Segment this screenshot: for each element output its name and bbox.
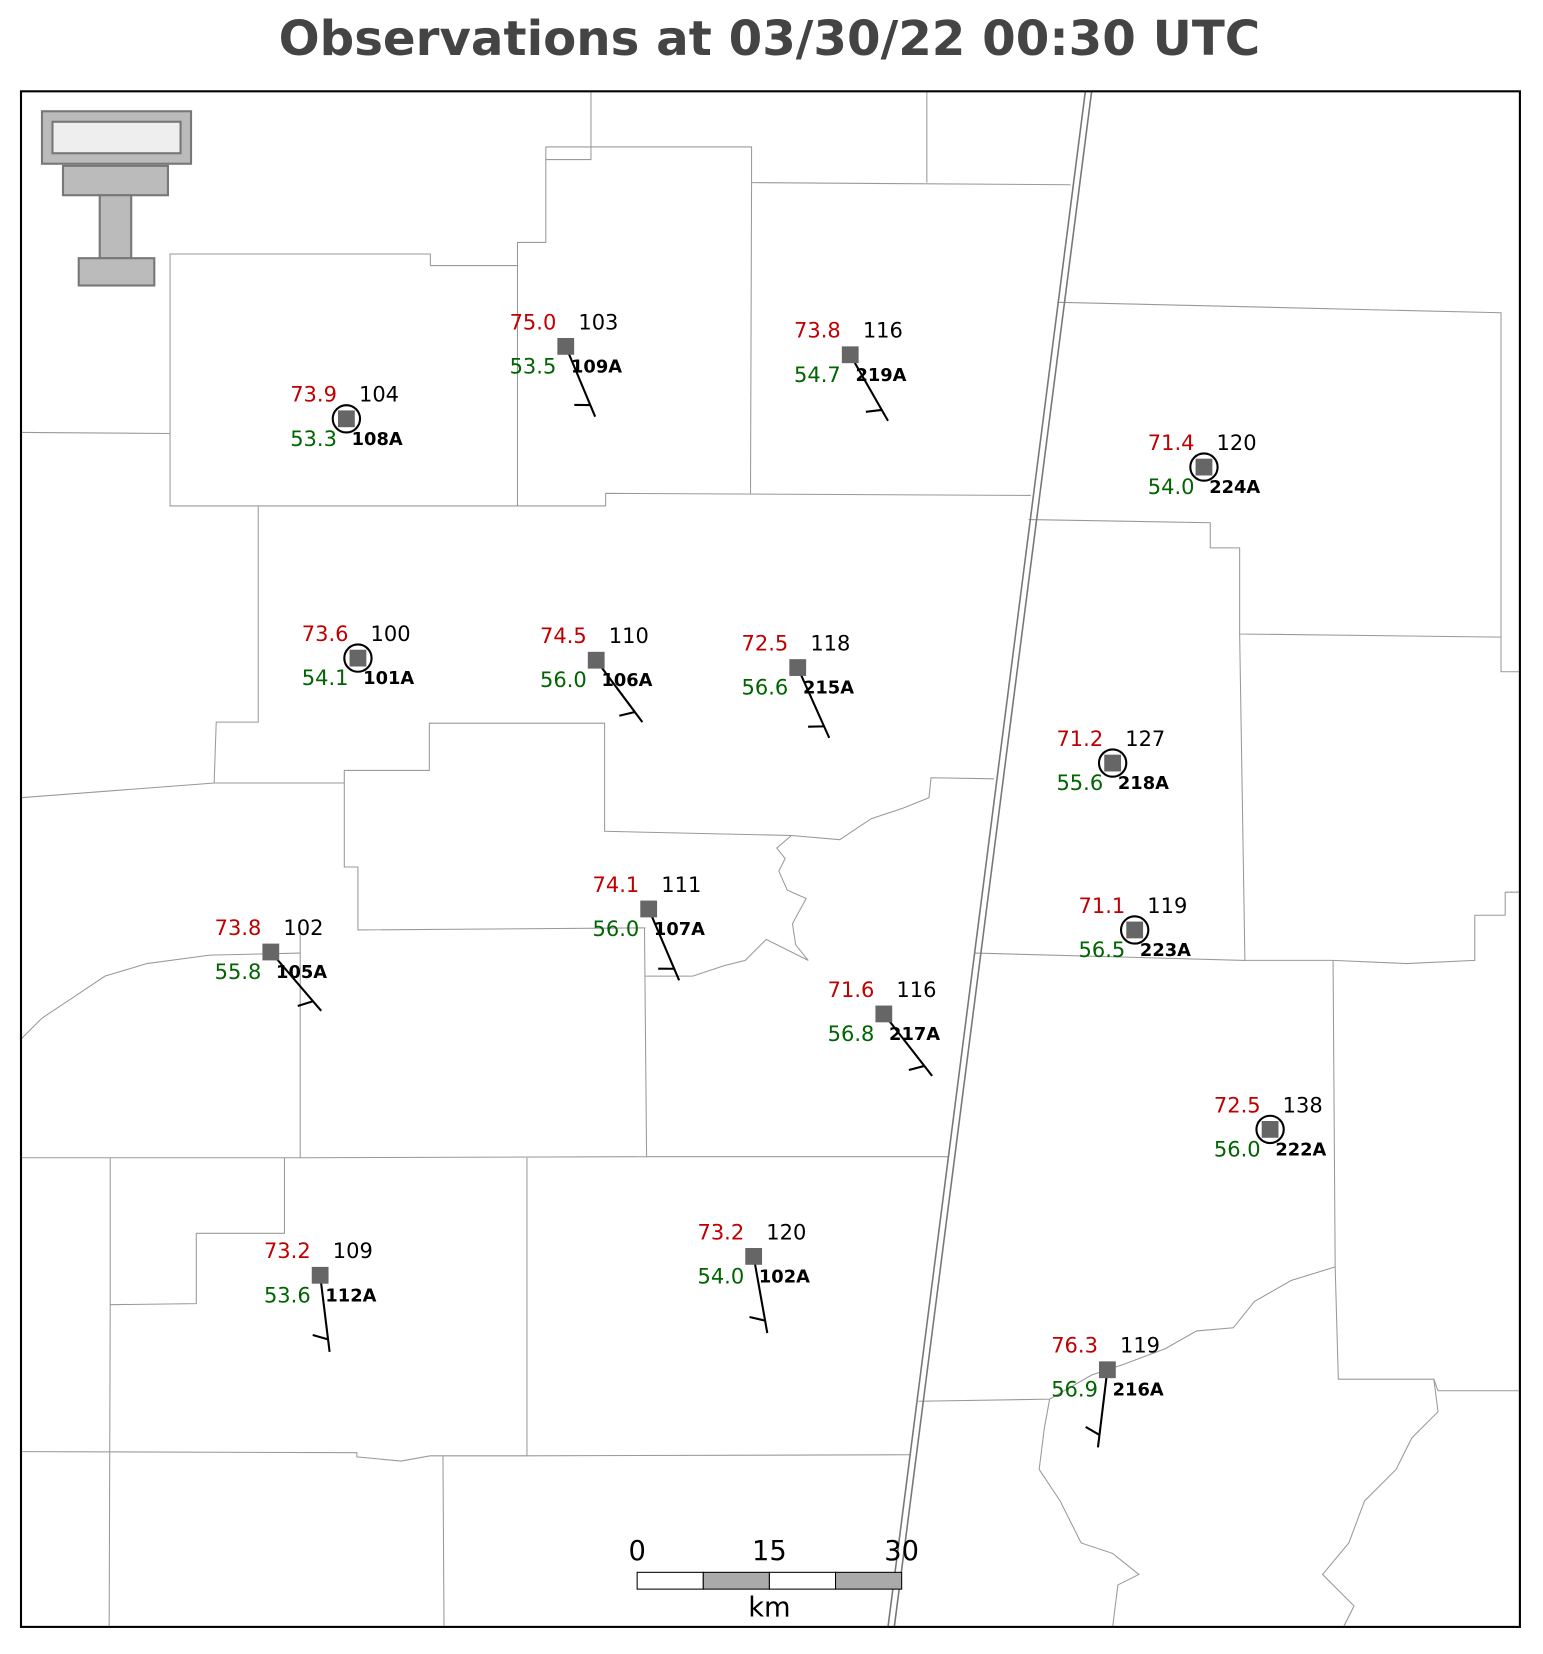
station-value: 116 xyxy=(896,978,936,1002)
station-marker xyxy=(1196,459,1213,476)
scale-tick-label: 15 xyxy=(752,1536,787,1567)
scale-tick-label: 30 xyxy=(884,1536,919,1567)
dewpoint: 53.6 xyxy=(264,1283,311,1307)
station-id: 218A xyxy=(1118,773,1169,794)
dewpoint: 56.6 xyxy=(742,676,789,700)
scale-unit: km xyxy=(748,1593,790,1624)
dewpoint: 55.6 xyxy=(1056,771,1103,795)
station-value: 109 xyxy=(333,1239,373,1263)
map-title: Observations at 03/30/22 00:30 UTC xyxy=(279,11,1261,67)
station-id: 109A xyxy=(571,356,622,377)
temperature: 71.1 xyxy=(1079,894,1126,918)
station-id: 112A xyxy=(325,1285,376,1306)
station-marker xyxy=(842,346,859,363)
scale-tick-label: 0 xyxy=(628,1536,645,1567)
station-id: 107A xyxy=(654,919,705,940)
station-value: 100 xyxy=(371,622,411,646)
dewpoint: 54.0 xyxy=(1148,475,1195,499)
station-marker xyxy=(262,944,279,961)
station-id: 219A xyxy=(855,365,906,386)
dewpoint: 56.0 xyxy=(540,668,587,692)
temperature: 74.1 xyxy=(593,873,640,897)
temperature: 73.2 xyxy=(264,1239,311,1263)
dewpoint: 53.3 xyxy=(290,427,337,451)
temperature: 73.2 xyxy=(697,1220,744,1244)
scale-segment xyxy=(703,1572,769,1589)
dewpoint: 56.0 xyxy=(593,917,640,941)
dewpoint: 53.5 xyxy=(510,354,557,378)
station-value: 110 xyxy=(609,624,649,648)
temperature: 72.5 xyxy=(1214,1093,1261,1117)
temperature: 71.4 xyxy=(1148,431,1195,455)
station-value: 119 xyxy=(1120,1334,1160,1358)
station-id: 105A xyxy=(276,962,327,983)
station-id: 223A xyxy=(1140,940,1191,961)
dewpoint: 55.8 xyxy=(215,960,262,984)
station-id: 101A xyxy=(363,668,414,689)
station-marker xyxy=(312,1267,329,1284)
station-id: 222A xyxy=(1275,1139,1326,1160)
dewpoint: 56.0 xyxy=(1214,1137,1261,1161)
station-value: 102 xyxy=(283,916,323,940)
station-marker xyxy=(640,901,657,918)
temperature: 73.8 xyxy=(215,916,262,940)
station-id: 216A xyxy=(1113,1380,1164,1401)
station-value: 138 xyxy=(1283,1093,1323,1117)
station-value: 120 xyxy=(1217,431,1257,455)
station-id: 102A xyxy=(759,1266,810,1287)
station-id: 217A xyxy=(889,1024,940,1045)
dewpoint: 56.8 xyxy=(828,1022,875,1046)
temperature: 74.5 xyxy=(540,624,587,648)
station-value: 111 xyxy=(661,873,701,897)
dewpoint: 56.9 xyxy=(1051,1378,1098,1402)
station-marker xyxy=(1126,922,1143,939)
station-id: 108A xyxy=(352,429,403,450)
station-value: 118 xyxy=(810,631,850,655)
station-marker xyxy=(875,1006,892,1023)
station-marker xyxy=(338,410,355,427)
scale-segment xyxy=(637,1572,703,1589)
station-id: 224A xyxy=(1209,477,1260,498)
station-marker xyxy=(1262,1121,1279,1138)
station-marker xyxy=(350,650,367,667)
station-value: 104 xyxy=(359,383,399,407)
scale-segment xyxy=(836,1572,902,1589)
dewpoint: 56.5 xyxy=(1079,938,1126,962)
station-marker xyxy=(789,659,806,676)
station-marker xyxy=(1104,755,1121,772)
dewpoint: 54.7 xyxy=(794,363,841,387)
temperature: 73.6 xyxy=(302,622,349,646)
temperature: 72.5 xyxy=(742,631,789,655)
temperature: 73.9 xyxy=(290,383,337,407)
station-marker xyxy=(745,1248,762,1265)
station-marker xyxy=(557,338,574,355)
station-id: 215A xyxy=(803,678,854,699)
temperature: 71.2 xyxy=(1056,727,1103,751)
station-value: 119 xyxy=(1147,894,1187,918)
station-value: 127 xyxy=(1125,727,1165,751)
temperature: 75.0 xyxy=(510,310,557,334)
temperature: 71.6 xyxy=(828,978,875,1002)
temperature: 76.3 xyxy=(1051,1334,1098,1358)
dewpoint: 54.0 xyxy=(697,1264,744,1288)
station-id: 106A xyxy=(601,670,652,691)
station-value: 103 xyxy=(578,310,618,334)
station-marker xyxy=(1099,1361,1116,1378)
station-marker xyxy=(588,652,605,669)
station-value: 116 xyxy=(863,319,903,343)
temperature: 73.8 xyxy=(794,319,841,343)
station-value: 120 xyxy=(766,1220,806,1244)
dewpoint: 54.1 xyxy=(302,666,349,690)
scale-segment xyxy=(769,1572,835,1589)
